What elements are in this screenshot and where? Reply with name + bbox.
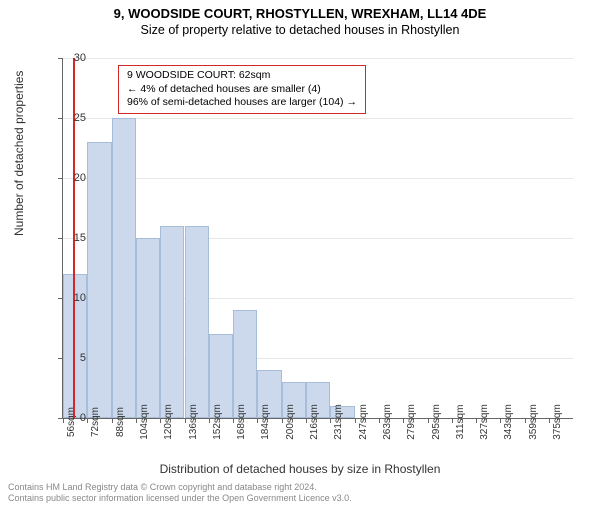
xtick-mark <box>379 418 380 423</box>
histogram-bar <box>136 238 160 418</box>
histogram-bar <box>185 226 209 418</box>
xtick-mark <box>306 418 307 423</box>
xtick-mark <box>330 418 331 423</box>
histogram-bar <box>160 226 184 418</box>
footer: Contains HM Land Registry data © Crown c… <box>8 482 352 504</box>
xtick-mark <box>452 418 453 423</box>
histogram-bar <box>87 142 111 418</box>
chart-container: 9, WOODSIDE COURT, RHOSTYLLEN, WREXHAM, … <box>0 6 600 506</box>
xtick-label: 327sqm <box>479 404 490 440</box>
xtick-mark <box>233 418 234 423</box>
ytick-label: 10 <box>74 292 86 304</box>
xtick-mark <box>549 418 550 423</box>
xtick-mark <box>428 418 429 423</box>
annotation-line1: 9 WOODSIDE COURT: 62sqm <box>127 69 357 83</box>
plot-area: 56sqm72sqm88sqm104sqm120sqm136sqm152sqm1… <box>62 58 572 418</box>
histogram-bar <box>233 310 257 418</box>
gridline <box>63 118 573 119</box>
annotation-box: 9 WOODSIDE COURT: 62sqm ← 4% of detached… <box>118 65 366 114</box>
ytick-label: 0 <box>80 412 86 424</box>
chart-title: 9, WOODSIDE COURT, RHOSTYLLEN, WREXHAM, … <box>0 6 600 21</box>
xtick-label: 88sqm <box>115 407 126 437</box>
xtick-label: 104sqm <box>139 404 150 440</box>
xtick-label: 120sqm <box>163 404 174 440</box>
xtick-mark <box>257 418 258 423</box>
annotation-line2: ← 4% of detached houses are smaller (4) <box>127 83 357 97</box>
histogram-bar <box>112 118 136 418</box>
gridline <box>63 58 573 59</box>
xtick-mark <box>63 418 64 423</box>
xtick-label: 263sqm <box>382 404 393 440</box>
xtick-label: 295sqm <box>431 404 442 440</box>
annotation-line3: 96% of semi-detached houses are larger (… <box>127 96 357 110</box>
xtick-mark <box>500 418 501 423</box>
xtick-label: 72sqm <box>90 407 101 437</box>
xtick-label: 311sqm <box>455 405 466 440</box>
xtick-mark <box>476 418 477 423</box>
xtick-mark <box>209 418 210 423</box>
gridline <box>63 178 573 179</box>
xtick-mark <box>185 418 186 423</box>
xtick-label: 247sqm <box>358 404 369 440</box>
x-axis-label: Distribution of detached houses by size … <box>0 462 600 476</box>
xtick-mark <box>136 418 137 423</box>
xtick-label: 375sqm <box>552 404 563 440</box>
ytick-label: 5 <box>80 352 86 364</box>
xtick-mark <box>87 418 88 423</box>
xtick-mark <box>403 418 404 423</box>
ytick-label: 30 <box>74 52 86 64</box>
xtick-mark <box>282 418 283 423</box>
xtick-mark <box>355 418 356 423</box>
xtick-label: 56sqm <box>66 407 77 437</box>
xtick-label: 216sqm <box>309 404 320 440</box>
xtick-label: 152sqm <box>212 404 223 440</box>
ytick-label: 20 <box>74 172 86 184</box>
ytick-mark <box>58 178 63 179</box>
y-axis-label: Number of detached properties <box>12 71 26 236</box>
footer-line2: Contains public sector information licen… <box>8 493 352 504</box>
ytick-label: 25 <box>74 112 86 124</box>
xtick-label: 200sqm <box>285 404 296 440</box>
xtick-label: 279sqm <box>406 404 417 440</box>
xtick-label: 359sqm <box>528 404 539 440</box>
xtick-label: 231sqm <box>333 404 344 440</box>
ytick-mark <box>58 118 63 119</box>
ytick-mark <box>58 238 63 239</box>
xtick-label: 136sqm <box>188 404 199 440</box>
xtick-mark <box>160 418 161 423</box>
xtick-mark <box>112 418 113 423</box>
ytick-mark <box>58 58 63 59</box>
chart-subtitle: Size of property relative to detached ho… <box>0 23 600 37</box>
footer-line1: Contains HM Land Registry data © Crown c… <box>8 482 352 493</box>
ytick-label: 15 <box>74 232 86 244</box>
xtick-mark <box>525 418 526 423</box>
xtick-label: 343sqm <box>503 404 514 440</box>
xtick-label: 184sqm <box>260 404 271 440</box>
xtick-label: 168sqm <box>236 404 247 440</box>
